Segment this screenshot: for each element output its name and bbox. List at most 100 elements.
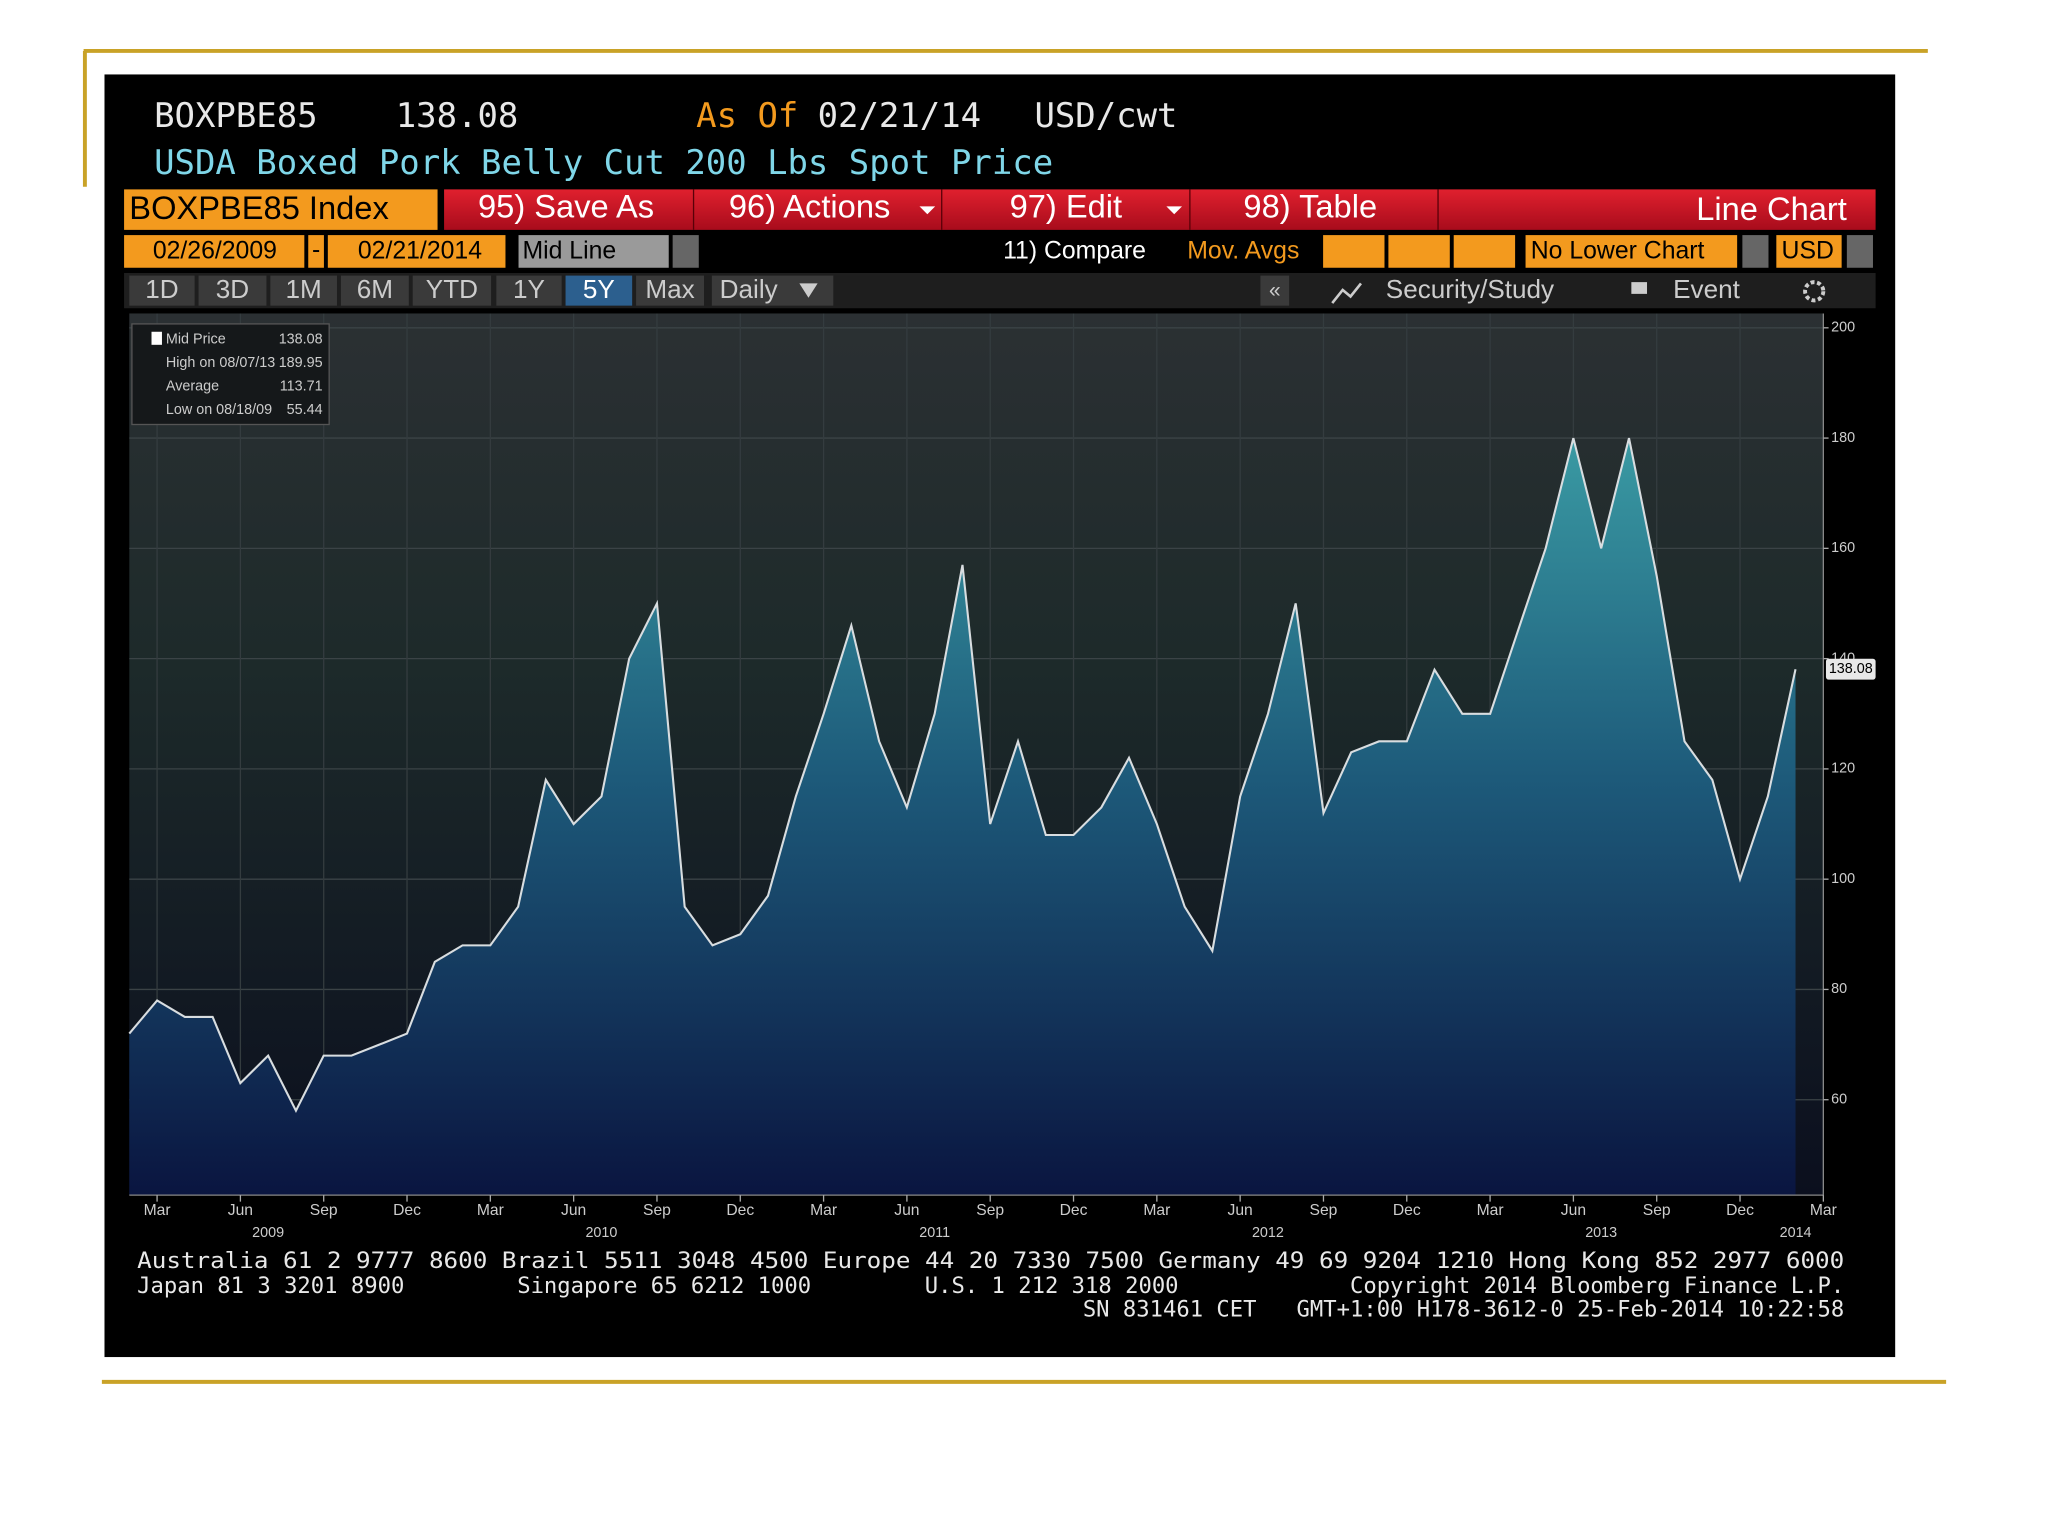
period-tab[interactable] xyxy=(270,275,337,306)
period-tab[interactable] xyxy=(496,275,562,306)
dropdown-arrow xyxy=(799,283,818,298)
x-tick-label: Jun xyxy=(228,1202,253,1219)
year-label: 2010 xyxy=(585,1225,617,1241)
year-label: 2014 xyxy=(1780,1225,1812,1241)
period-tab[interactable] xyxy=(412,275,492,306)
collapse-box[interactable] xyxy=(1260,275,1290,306)
period-tab[interactable] xyxy=(565,275,633,306)
lower-chart-box[interactable] xyxy=(1525,235,1738,268)
y-tick-label: 160 xyxy=(1831,540,1855,556)
x-tick-label: Dec xyxy=(1060,1202,1088,1219)
event-icon xyxy=(1631,282,1648,294)
x-tick-label: Dec xyxy=(393,1202,421,1219)
actions-button[interactable]: 96) Actions xyxy=(729,188,890,225)
legend-label: Low on 08/18/09 xyxy=(166,402,272,418)
units: USD/cwt xyxy=(1034,96,1177,136)
period-tab[interactable] xyxy=(340,275,409,306)
mov-avgs[interactable]: Mov. Avgs xyxy=(1187,238,1299,265)
period-label: 5Y xyxy=(583,274,615,304)
currency: USD xyxy=(1782,238,1834,265)
compare[interactable]: 11) Compare xyxy=(1003,238,1146,265)
line-type: Mid Line xyxy=(522,238,616,265)
x-tick-label: Sep xyxy=(310,1202,338,1219)
security-box[interactable] xyxy=(124,189,438,230)
year-label: 2011 xyxy=(919,1225,950,1241)
x-tick-label: Jun xyxy=(1228,1202,1253,1219)
dropdown[interactable] xyxy=(672,235,699,268)
x-tick-label: Dec xyxy=(1393,1202,1421,1219)
y-tick-label: 120 xyxy=(1831,761,1855,777)
end-date: 02/21/2014 xyxy=(358,238,482,265)
ticker: BOXPBE85 xyxy=(154,96,317,136)
x-tick-label: Sep xyxy=(1643,1202,1671,1219)
frequency: Daily xyxy=(720,274,778,304)
period-tab[interactable] xyxy=(129,275,195,306)
legend-box xyxy=(131,323,330,426)
y-tick-label: 200 xyxy=(1831,320,1855,336)
period-label: Max xyxy=(645,274,694,304)
footer-singapore: Singapore 65 6212 1000 xyxy=(517,1273,811,1299)
description: USDA Boxed Pork Belly Cut 200 Lbs Spot P… xyxy=(154,143,1053,183)
mov-avg-box[interactable] xyxy=(1388,235,1450,268)
line-type-box[interactable] xyxy=(518,235,669,268)
legend-swatch xyxy=(151,331,162,345)
dash-box xyxy=(308,235,324,268)
x-tick-label: Sep xyxy=(976,1202,1004,1219)
mov-avg-box[interactable] xyxy=(1323,235,1385,268)
period-tab[interactable] xyxy=(636,275,704,306)
as-of-date: 02/21/14 xyxy=(818,96,981,136)
x-tick-label: Dec xyxy=(1726,1202,1754,1219)
legend-label: Average xyxy=(166,378,219,394)
study-icon xyxy=(1331,282,1362,304)
date-box[interactable] xyxy=(124,235,305,268)
dropdown[interactable] xyxy=(1846,235,1873,268)
as-of-label: As Of xyxy=(696,96,798,136)
period-label: 1M xyxy=(286,274,322,304)
footer-us: U.S. 1 212 318 2000 xyxy=(925,1273,1179,1299)
period-label: YTD xyxy=(426,274,478,304)
x-tick-label: Mar xyxy=(1143,1202,1170,1219)
marks xyxy=(128,437,1797,1196)
currency-box[interactable] xyxy=(1776,235,1842,268)
legend-label: High on 08/07/13 xyxy=(166,355,275,371)
legend-value: 189.95 xyxy=(279,355,323,371)
security-study[interactable]: Security/Study xyxy=(1386,274,1554,304)
price: 138.08 xyxy=(396,96,519,136)
x-tick-label: Mar xyxy=(1477,1202,1504,1219)
dropdown-arrow xyxy=(1166,206,1183,215)
period-tab[interactable] xyxy=(198,275,267,306)
footer-contacts: Australia 61 2 9777 8600 Brazil 5511 304… xyxy=(137,1248,1844,1274)
x-tick-label: Sep xyxy=(643,1202,671,1219)
line xyxy=(128,437,1797,1114)
x-tick-label: Jun xyxy=(894,1202,919,1219)
period-label: 3D xyxy=(216,274,249,304)
last-value-tag xyxy=(1825,658,1876,680)
edit-button[interactable]: 97) Edit xyxy=(1010,188,1122,225)
footer-japan: Japan 81 3 3201 8900 xyxy=(137,1273,404,1299)
period-label: 1Y xyxy=(513,274,545,304)
legend-value: 55.44 xyxy=(287,402,323,418)
button-bar xyxy=(444,189,1876,230)
event[interactable]: Event xyxy=(1673,274,1741,304)
x-tick-label: Jun xyxy=(1561,1202,1586,1219)
settings-icon[interactable] xyxy=(1803,280,1826,303)
security: BOXPBE85 Index xyxy=(129,189,388,226)
lower-chart: No Lower Chart xyxy=(1531,238,1705,265)
period-label: 6M xyxy=(357,274,393,304)
chart-kind[interactable]: Line Chart xyxy=(1696,190,1847,227)
x-tick-label: Jun xyxy=(561,1202,586,1219)
save-as-button[interactable]: 95) Save As xyxy=(478,188,654,225)
x-tick-label: Sep xyxy=(1310,1202,1338,1219)
table-button[interactable]: 98) Table xyxy=(1243,188,1377,225)
legend-value: 138.08 xyxy=(279,331,323,347)
dropdown[interactable] xyxy=(1742,235,1769,268)
frequency-box[interactable] xyxy=(711,275,834,306)
mov-avg-box[interactable] xyxy=(1453,235,1516,268)
footer-session: SN 831461 CET GMT+1:00 H178-3612-0 25-Fe… xyxy=(1083,1297,1844,1323)
date-box[interactable] xyxy=(327,235,506,268)
period-label: 1D xyxy=(145,274,178,304)
